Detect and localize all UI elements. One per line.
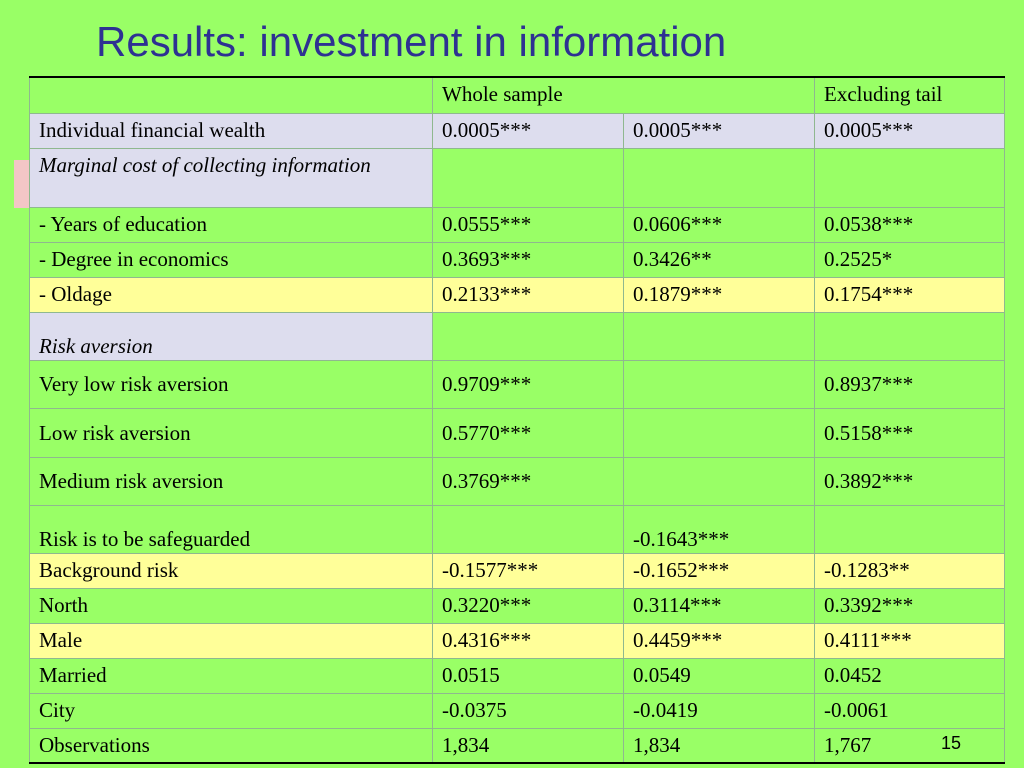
cell-value: 0.2525* bbox=[814, 241, 1005, 278]
cell-value: 0.0549 bbox=[623, 657, 815, 694]
cell-value: 0.3392*** bbox=[814, 587, 1005, 624]
row-label: City bbox=[29, 692, 433, 729]
cell-value: 0.5158*** bbox=[814, 407, 1005, 458]
header-whole-sample: Whole sample bbox=[432, 76, 815, 114]
row-label: Individual financial wealth bbox=[29, 112, 433, 149]
table-row: Married 0.0515 0.0549 0.0452 bbox=[29, 657, 1005, 694]
cell-value: 0.0005*** bbox=[432, 112, 624, 149]
table-row: Low risk aversion 0.5770*** 0.5158*** bbox=[29, 407, 1005, 458]
cell-value: 1,834 bbox=[623, 727, 815, 764]
cell-value: 0.4111*** bbox=[814, 622, 1005, 659]
table-row: Medium risk aversion 0.3769*** 0.3892*** bbox=[29, 456, 1005, 506]
cell-value: 0.3892*** bbox=[814, 456, 1005, 506]
row-label: Marginal cost of collecting information bbox=[29, 147, 433, 208]
cell-value: -0.0375 bbox=[432, 692, 624, 729]
cell-value: 0.1879*** bbox=[623, 276, 815, 313]
header-label-cell bbox=[29, 76, 433, 114]
cell-value: -0.1283** bbox=[814, 552, 1005, 589]
cell-value: -0.1577*** bbox=[432, 552, 624, 589]
table-row: North 0.3220*** 0.3114*** 0.3392*** bbox=[29, 587, 1005, 624]
row-label: Risk is to be safeguarded bbox=[29, 504, 433, 554]
header-excluding-tail: Excluding tail bbox=[814, 76, 1005, 114]
cell-value: 0.2133*** bbox=[432, 276, 624, 313]
row-label: Risk aversion bbox=[29, 311, 433, 361]
cell-value bbox=[432, 311, 624, 361]
cell-value: 1,767 bbox=[814, 727, 1005, 764]
cell-value: 0.0452 bbox=[814, 657, 1005, 694]
row-label: - Degree in economics bbox=[29, 241, 433, 278]
cell-value: 0.0555*** bbox=[432, 206, 624, 243]
cell-value bbox=[623, 311, 815, 361]
cell-value: -0.0419 bbox=[623, 692, 815, 729]
row-label: - Years of education bbox=[29, 206, 433, 243]
table-row: Risk aversion bbox=[29, 311, 1005, 361]
cell-value: 0.3220*** bbox=[432, 587, 624, 624]
cell-value bbox=[814, 311, 1005, 361]
cell-value bbox=[432, 504, 624, 554]
cell-value: 0.3114*** bbox=[623, 587, 815, 624]
cell-value: -0.0061 bbox=[814, 692, 1005, 729]
table-row: Individual financial wealth 0.0005*** 0.… bbox=[29, 112, 1005, 149]
cell-value: 0.8937*** bbox=[814, 359, 1005, 409]
table-row: Observations 1,834 1,834 1,767 bbox=[29, 727, 1005, 764]
slide-title: Results: investment in information bbox=[96, 18, 727, 65]
table-header-row: Whole sample Excluding tail bbox=[29, 76, 1005, 114]
table-row: - Degree in economics 0.3693*** 0.3426**… bbox=[29, 241, 1005, 278]
table-row: - Oldage 0.2133*** 0.1879*** 0.1754*** bbox=[29, 276, 1005, 313]
row-label: North bbox=[29, 587, 433, 624]
results-table: Whole sample Excluding tail Individual f… bbox=[29, 76, 1005, 764]
row-label: - Oldage bbox=[29, 276, 433, 313]
row-label: Very low risk aversion bbox=[29, 359, 433, 409]
cell-value: 0.3426** bbox=[623, 241, 815, 278]
cell-value bbox=[623, 456, 815, 506]
cell-value: -0.1643*** bbox=[623, 504, 815, 554]
row-label: Married bbox=[29, 657, 433, 694]
table-row: Male 0.4316*** 0.4459*** 0.4111*** bbox=[29, 622, 1005, 659]
cell-value bbox=[623, 147, 815, 208]
cell-value: 0.9709*** bbox=[432, 359, 624, 409]
cell-value: 0.1754*** bbox=[814, 276, 1005, 313]
cell-value: 0.0005*** bbox=[814, 112, 1005, 149]
cell-value: 0.0515 bbox=[432, 657, 624, 694]
table-row: Risk is to be safeguarded -0.1643*** bbox=[29, 504, 1005, 554]
cell-value bbox=[814, 504, 1005, 554]
cell-value: 0.4316*** bbox=[432, 622, 624, 659]
cell-value bbox=[623, 407, 815, 458]
table-row: Background risk -0.1577*** -0.1652*** -0… bbox=[29, 552, 1005, 589]
table-row: Marginal cost of collecting information bbox=[29, 147, 1005, 208]
cell-value: -0.1652*** bbox=[623, 552, 815, 589]
page-number: 15 bbox=[941, 733, 962, 753]
row-label: Background risk bbox=[29, 552, 433, 589]
cell-value: 0.3693*** bbox=[432, 241, 624, 278]
row-label: Male bbox=[29, 622, 433, 659]
cell-value: 0.5770*** bbox=[432, 407, 624, 458]
cell-value bbox=[432, 147, 624, 208]
cell-value: 0.3769*** bbox=[432, 456, 624, 506]
cell-value: 1,834 bbox=[432, 727, 624, 764]
row-label: Observations bbox=[29, 727, 433, 764]
row-label: Medium risk aversion bbox=[29, 456, 433, 506]
cell-value bbox=[814, 147, 1005, 208]
row-label: Low risk aversion bbox=[29, 407, 433, 458]
cell-value: 0.0005*** bbox=[623, 112, 815, 149]
table-row: - Years of education 0.0555*** 0.0606***… bbox=[29, 206, 1005, 243]
table-row: Very low risk aversion 0.9709*** 0.8937*… bbox=[29, 359, 1005, 409]
cell-value: 0.4459*** bbox=[623, 622, 815, 659]
table-row: City -0.0375 -0.0419 -0.0061 bbox=[29, 692, 1005, 729]
cell-value: 0.0538*** bbox=[814, 206, 1005, 243]
cell-value: 0.0606*** bbox=[623, 206, 815, 243]
cell-value bbox=[623, 359, 815, 409]
